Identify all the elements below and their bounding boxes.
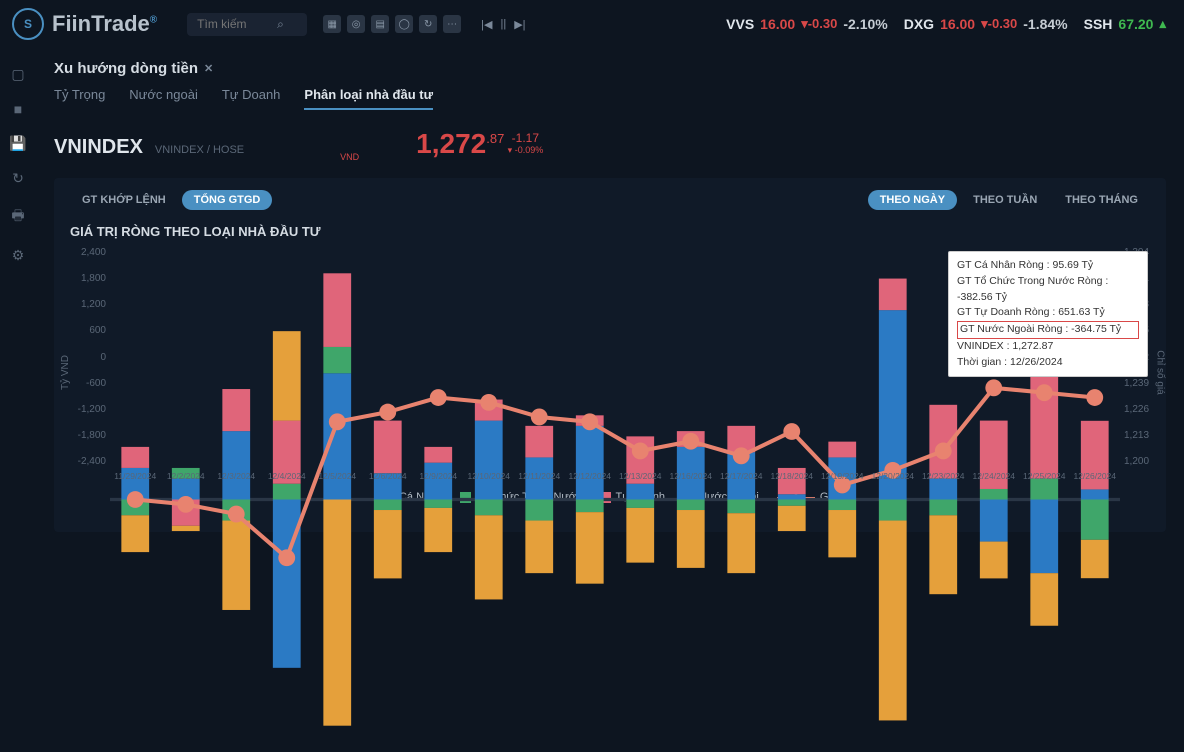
logo[interactable]: S FiinTrade® <box>12 8 157 40</box>
chart-toggle[interactable]: TỔNG GTGD <box>182 190 273 210</box>
index-sub: VNINDEX / HOSE <box>155 144 244 156</box>
index-change: -1.17 <box>512 131 544 145</box>
pause-icon[interactable]: || <box>501 18 507 31</box>
search-icon[interactable]: ⌕ <box>277 17 284 32</box>
reload-icon[interactable]: ↻ <box>12 170 24 187</box>
sub-tabs: Tỷ Trọng Nước ngoài Tự Doanh Phân loại nhà … <box>54 87 1166 110</box>
left-sidebar: ▢ ■ 💾 ↻ 🖶 ⚙ <box>0 48 36 548</box>
sub-tab[interactable]: Nước ngoài <box>129 87 198 110</box>
left-toggle-group: GT KHỚP LỆNHTỔNG GTGD <box>70 190 272 210</box>
page-title: Xu hướng dòng tiền <box>54 60 198 77</box>
ticker-item[interactable]: SSH 67.20 ▴ <box>1084 16 1172 32</box>
print-icon[interactable]: 🖶 <box>11 205 24 229</box>
logo-icon: S <box>12 8 44 40</box>
video-icon[interactable]: ■ <box>14 101 22 117</box>
x-axis: 11/29/202412/2/202412/3/202412/4/202412/… <box>110 471 1120 487</box>
search-box[interactable]: ⌕ <box>187 13 307 36</box>
layout-icon[interactable]: ▢ <box>11 66 24 83</box>
index-summary: VNINDEX VNINDEX / HOSE 1,272.87 -1.17 ▾ … <box>54 128 1166 162</box>
index-price-dec: .87 <box>486 131 504 146</box>
logo-text: FiinTrade® <box>52 11 157 37</box>
save-icon[interactable]: 💾 <box>9 135 26 152</box>
chart-tooltip: GT Cá Nhân Ròng : 95.69 TỷGT Tổ Chức Tro… <box>948 251 1148 377</box>
next-icon[interactable]: ▶| <box>514 18 525 31</box>
refresh-icon[interactable]: ↻ <box>419 15 437 33</box>
chart-toggle[interactable]: THEO THÁNG <box>1053 190 1150 210</box>
page-title-row: Xu hướng dòng tiền ✕ <box>54 60 1166 77</box>
y-axis-left: 2,4001,8001,2006000-600-1,200-1,800-2,40… <box>70 247 106 467</box>
chart-card: GT KHỚP LỆNHTỔNG GTGD THEO NGÀYTHEO TUẦN… <box>54 178 1166 532</box>
chart-area: Tỷ VND Chỉ số giá 2,4001,8001,2006000-60… <box>110 247 1120 487</box>
chart-toggle[interactable]: GT KHỚP LỆNH <box>70 190 178 210</box>
close-icon[interactable]: ✕ <box>204 62 213 75</box>
gear-icon[interactable]: ⚙ <box>12 247 25 264</box>
chart-toggle[interactable]: THEO TUẦN <box>961 190 1049 210</box>
main-content: Xu hướng dòng tiền ✕ Tỷ TrọngNước ngoàiT… <box>36 48 1184 548</box>
chart-toggle[interactable]: THEO NGÀY <box>868 190 957 210</box>
calendar-icon[interactable]: ▤ <box>371 15 389 33</box>
ticker-strip: VVS 16.00 ▾-0.30 -2.10% DXG 16.00 ▾-0.30 … <box>726 16 1172 32</box>
header-toolbar: ▦ ◎ ▤ ◯ ↻ ⋯ <box>323 15 461 33</box>
globe-icon[interactable]: ◯ <box>395 15 413 33</box>
chart-title: GIÁ TRỊ RÒNG THEO LOẠI NHÀ ĐẦU TƯ <box>70 224 1150 239</box>
search-input[interactable] <box>197 17 277 31</box>
grid-icon[interactable]: ▦ <box>323 15 341 33</box>
index-name: VNINDEX <box>54 136 143 159</box>
right-toggle-group: THEO NGÀYTHEO TUẦNTHEO THÁNG <box>868 190 1150 210</box>
index-price-int: 1,272 <box>416 128 486 159</box>
target-icon[interactable]: ◎ <box>347 15 365 33</box>
more-icon[interactable]: ⋯ <box>443 15 461 33</box>
chart-header: GT KHỚP LỆNHTỔNG GTGD THEO NGÀYTHEO TUẦN… <box>70 190 1150 210</box>
sub-tab[interactable]: Tự Doanh <box>222 87 281 110</box>
ticker-item[interactable]: DXG 16.00 ▾-0.30 -1.84% <box>904 16 1068 32</box>
ticker-item[interactable]: VVS 16.00 ▾-0.30 -2.10% <box>726 16 888 32</box>
sub-tab[interactable]: Phân loại nhà đầu tư <box>304 87 433 110</box>
playback-controls: |◀ || ▶| <box>481 18 525 31</box>
top-header: S FiinTrade® ⌕ ▦ ◎ ▤ ◯ ↻ ⋯ |◀ || ▶| VVS … <box>0 0 1184 48</box>
prev-icon[interactable]: |◀ <box>481 18 492 31</box>
sub-tab[interactable]: Tỷ Trọng <box>54 87 105 110</box>
